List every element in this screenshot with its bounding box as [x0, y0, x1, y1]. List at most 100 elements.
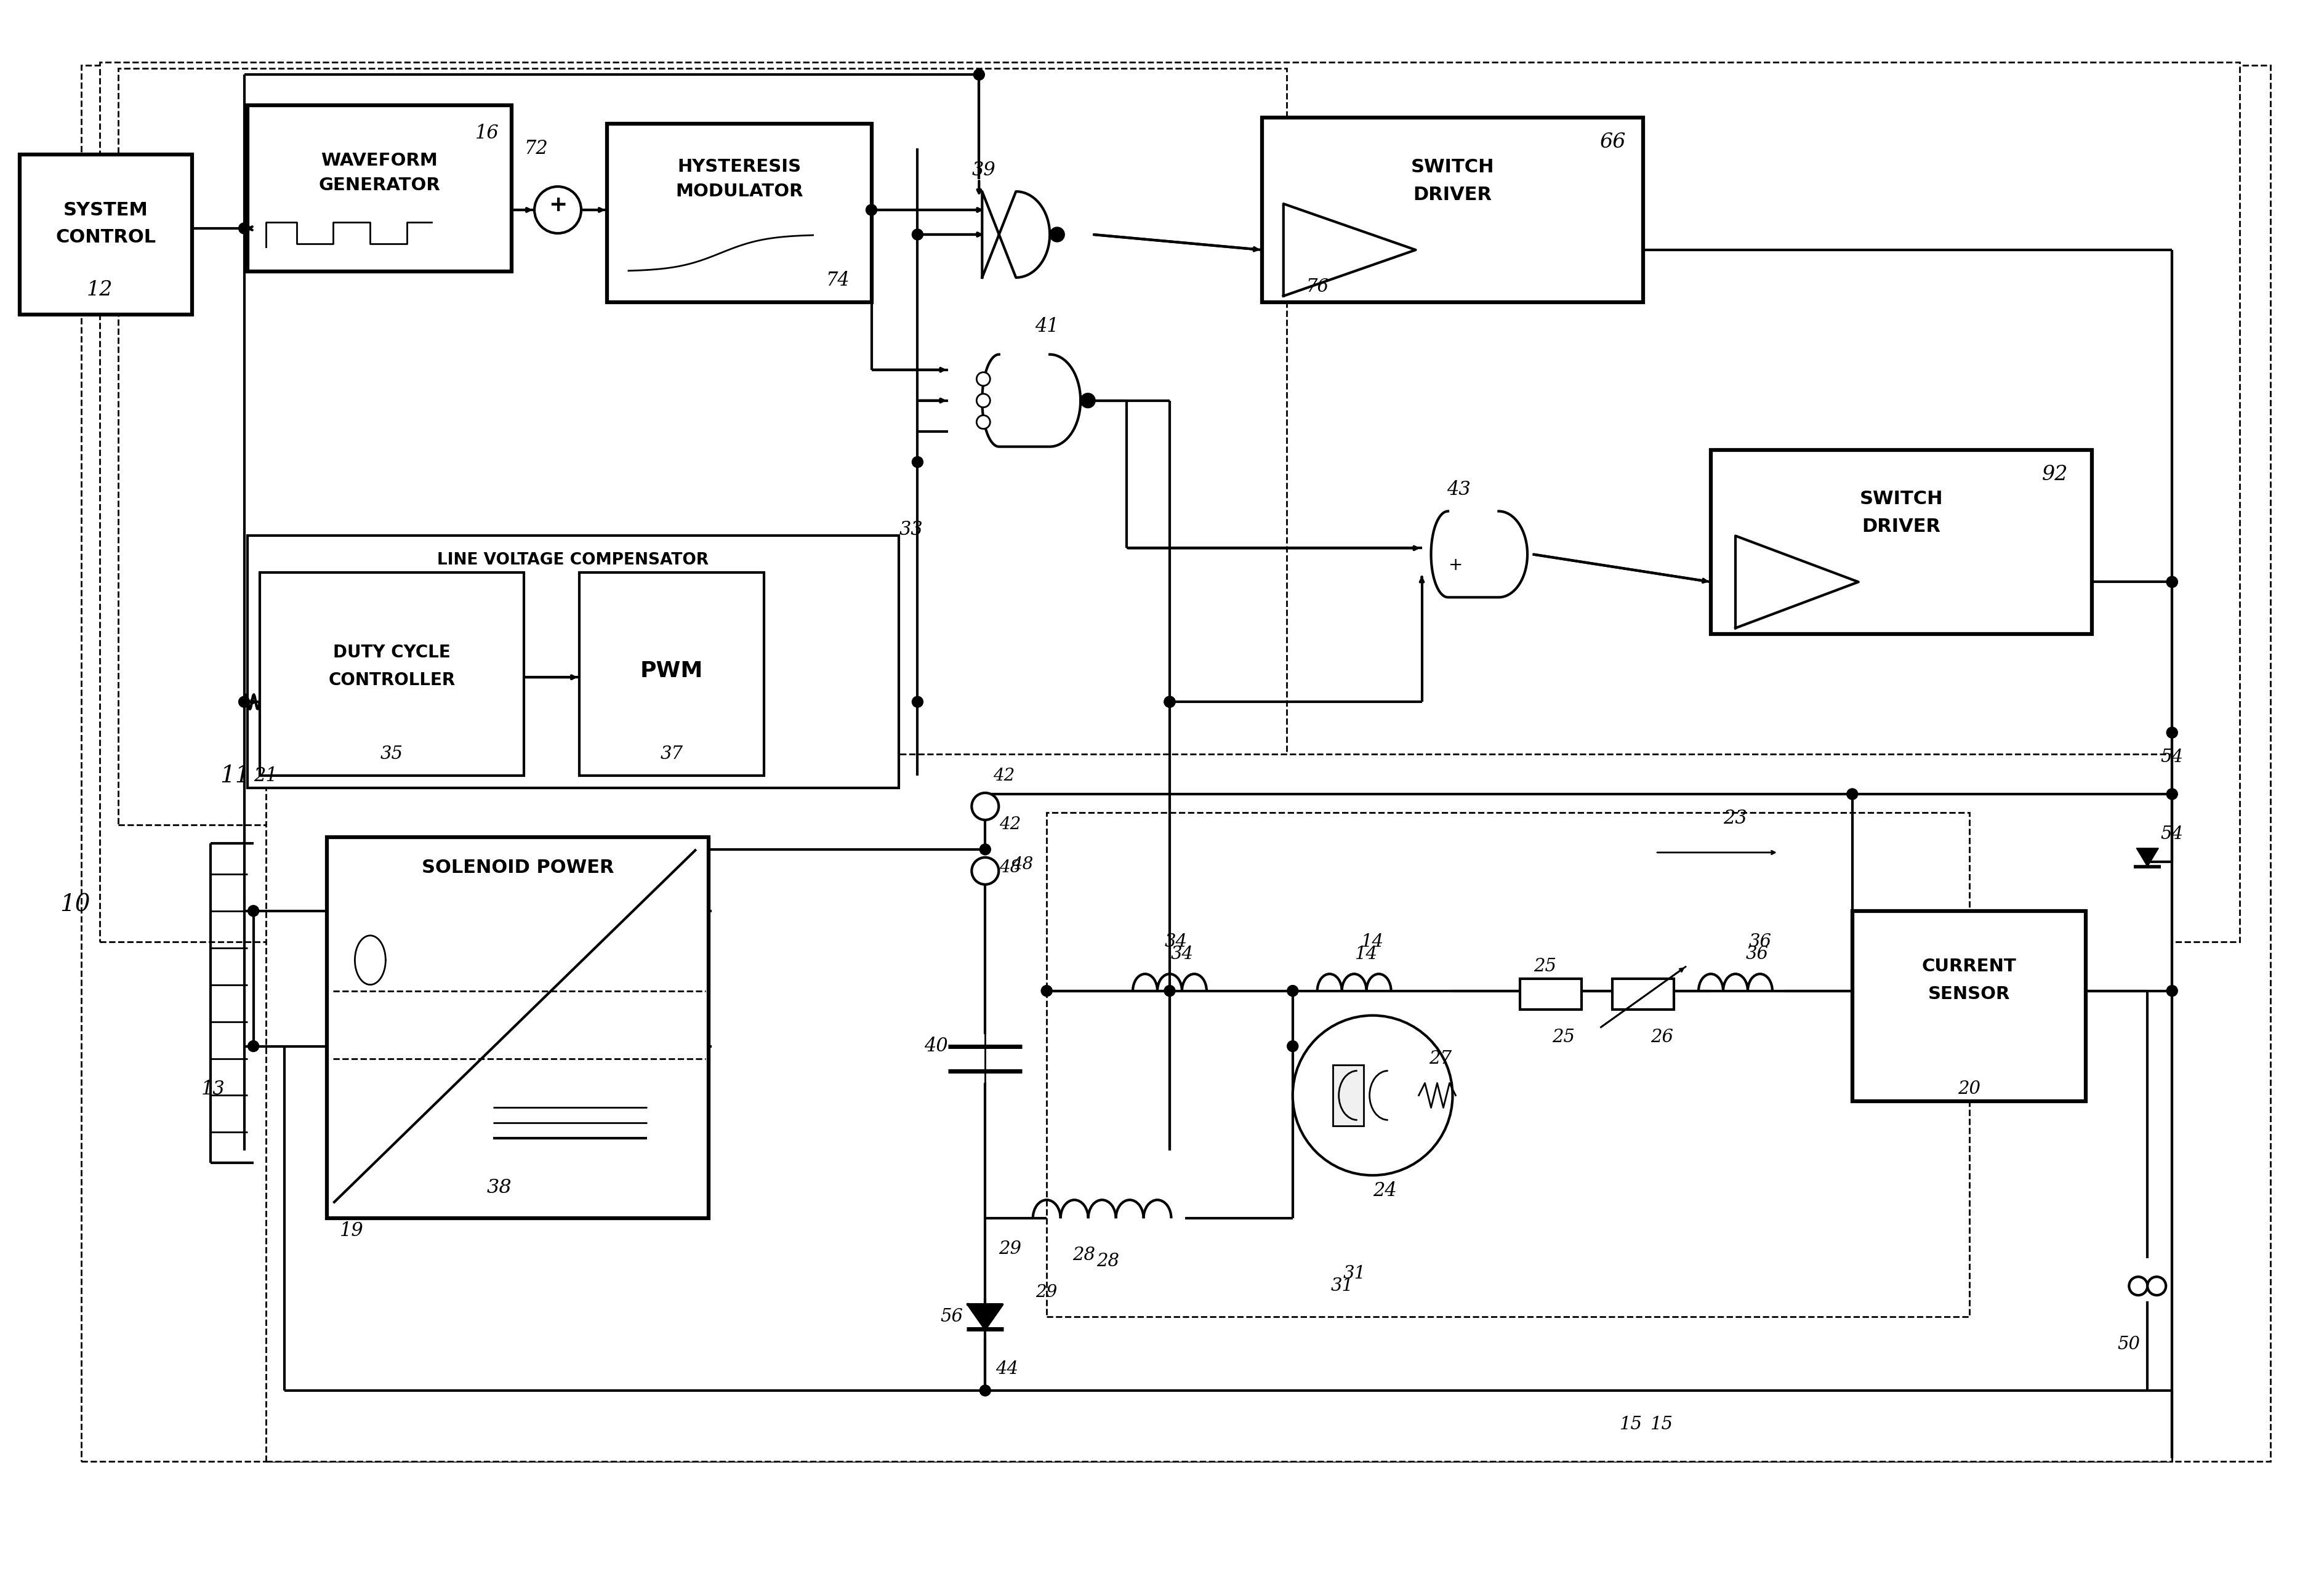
- Bar: [579, 573, 765, 775]
- Text: 50: 50: [2117, 1335, 2140, 1353]
- Text: 23: 23: [1724, 808, 1748, 829]
- Circle shape: [971, 857, 999, 884]
- Text: SYSTEM: SYSTEM: [63, 201, 149, 218]
- Bar: [81, 65, 2271, 1462]
- Text: 42: 42: [999, 816, 1020, 834]
- Text: 20: 20: [1957, 1081, 1980, 1098]
- Polygon shape: [969, 1305, 1002, 1329]
- Text: 25: 25: [1534, 957, 1557, 975]
- Circle shape: [974, 70, 985, 81]
- Circle shape: [1050, 228, 1064, 242]
- Text: 41: 41: [1034, 318, 1060, 337]
- Text: 16: 16: [474, 123, 500, 142]
- Bar: [265, 755, 2173, 1462]
- Text: 29: 29: [999, 1240, 1020, 1258]
- Bar: [1046, 813, 1968, 1316]
- Text: HYSTERESIS: HYSTERESIS: [676, 158, 802, 176]
- Text: 40: 40: [925, 1036, 948, 1055]
- Circle shape: [2166, 576, 2178, 587]
- Text: 12: 12: [86, 280, 114, 299]
- Polygon shape: [1432, 511, 1527, 598]
- Text: SOLENOID POWER: SOLENOID POWER: [421, 859, 614, 876]
- Text: 25: 25: [1552, 1028, 1576, 1046]
- Text: SWITCH: SWITCH: [1859, 490, 1943, 508]
- Bar: [1520, 979, 1583, 1009]
- Text: GENERATOR: GENERATOR: [318, 177, 439, 195]
- Bar: [100, 62, 2240, 941]
- Text: 34: 34: [1171, 946, 1195, 962]
- Text: 35: 35: [381, 745, 402, 763]
- Text: 28: 28: [1071, 1247, 1095, 1264]
- Circle shape: [1292, 1016, 1452, 1175]
- Circle shape: [976, 394, 990, 407]
- Text: 36: 36: [1748, 933, 1771, 951]
- Circle shape: [1041, 986, 1053, 997]
- Circle shape: [1287, 986, 1299, 997]
- Text: 48: 48: [1011, 856, 1032, 873]
- Text: PWM: PWM: [639, 661, 704, 682]
- Text: 74: 74: [825, 271, 851, 290]
- Text: 42: 42: [992, 767, 1016, 785]
- Bar: [1332, 1065, 1364, 1126]
- Bar: [1852, 911, 2087, 1101]
- Text: 24: 24: [1373, 1182, 1397, 1201]
- Text: 39: 39: [971, 160, 997, 179]
- Bar: [119, 68, 1287, 824]
- Circle shape: [535, 187, 581, 233]
- Bar: [1710, 449, 2092, 634]
- Polygon shape: [1736, 536, 1859, 628]
- Circle shape: [249, 905, 258, 916]
- Circle shape: [976, 372, 990, 386]
- Text: 44: 44: [995, 1361, 1018, 1378]
- Circle shape: [1287, 1041, 1299, 1052]
- Text: 43: 43: [1448, 481, 1471, 500]
- Text: 66: 66: [1599, 133, 1624, 152]
- Text: 76: 76: [1306, 278, 1329, 296]
- Circle shape: [1848, 788, 1857, 799]
- Text: 11: 11: [221, 764, 251, 786]
- Text: MODULATOR: MODULATOR: [676, 184, 804, 199]
- Text: DUTY CYCLE: DUTY CYCLE: [332, 644, 451, 661]
- Bar: [246, 536, 899, 788]
- Polygon shape: [983, 191, 1050, 277]
- Circle shape: [981, 1384, 990, 1395]
- Text: +: +: [548, 195, 567, 215]
- Text: 92: 92: [2043, 465, 2068, 484]
- Text: LINE VOLTAGE COMPENSATOR: LINE VOLTAGE COMPENSATOR: [437, 552, 709, 568]
- Text: 15: 15: [1620, 1416, 1643, 1433]
- Text: 14: 14: [1355, 946, 1378, 962]
- Text: 31: 31: [1329, 1277, 1353, 1294]
- Text: 10: 10: [60, 894, 91, 916]
- Bar: [260, 573, 523, 775]
- Polygon shape: [1283, 204, 1415, 296]
- Circle shape: [911, 229, 923, 240]
- Text: 19: 19: [339, 1221, 365, 1240]
- Text: 54: 54: [2161, 826, 2185, 843]
- Circle shape: [1081, 394, 1095, 408]
- Text: 14: 14: [1362, 933, 1385, 951]
- Text: 31: 31: [1343, 1266, 1367, 1283]
- Text: DRIVER: DRIVER: [1862, 517, 1941, 536]
- Text: 36: 36: [1745, 946, 1769, 962]
- Text: SWITCH: SWITCH: [1411, 158, 1494, 176]
- Circle shape: [2147, 1277, 2166, 1296]
- Text: 34: 34: [1164, 933, 1188, 951]
- Bar: [19, 155, 193, 315]
- Circle shape: [1164, 986, 1176, 997]
- Circle shape: [971, 793, 999, 819]
- Bar: [246, 106, 511, 272]
- Text: SENSOR: SENSOR: [1929, 986, 2010, 1003]
- Circle shape: [2129, 1277, 2147, 1296]
- Text: 38: 38: [486, 1179, 511, 1198]
- Circle shape: [2166, 788, 2178, 799]
- Text: 54: 54: [2161, 748, 2185, 766]
- Circle shape: [911, 457, 923, 468]
- Circle shape: [2166, 576, 2178, 587]
- Circle shape: [981, 843, 990, 854]
- Text: 72: 72: [525, 139, 548, 158]
- Circle shape: [239, 223, 249, 234]
- Text: 37: 37: [660, 745, 683, 763]
- Text: DRIVER: DRIVER: [1413, 185, 1492, 204]
- Text: WAVEFORM: WAVEFORM: [321, 152, 437, 169]
- Text: 13: 13: [202, 1079, 225, 1099]
